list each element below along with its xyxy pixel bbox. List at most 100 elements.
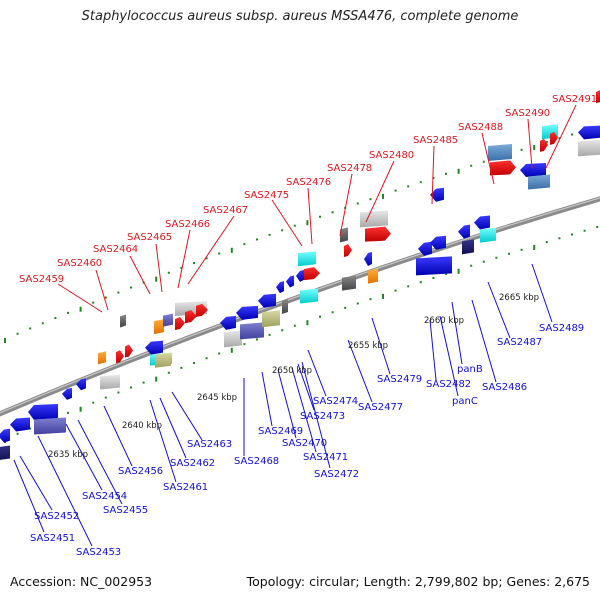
leader-forward	[481, 132, 495, 185]
gene-label-sas2490[interactable]: SAS2490	[505, 108, 550, 119]
tick-upper	[117, 291, 120, 294]
gene-label-sas2489[interactable]: SAS2489	[539, 323, 584, 334]
tick-lower	[230, 347, 233, 353]
tick-lower	[155, 376, 158, 382]
tick-lower	[356, 302, 359, 305]
gene-label-sas2469[interactable]: SAS2469	[258, 426, 303, 437]
tick-lower	[130, 386, 132, 389]
tick-lower	[218, 352, 221, 355]
gene-forward	[596, 90, 600, 104]
gene-reverse	[474, 215, 490, 230]
tick-lower	[92, 401, 95, 404]
tick-lower	[167, 371, 170, 374]
leader-reverse	[277, 369, 297, 439]
tick-lower	[29, 427, 32, 430]
gene-reverse	[520, 163, 546, 178]
tick-lower	[545, 241, 548, 244]
gene-label-sas2452[interactable]: SAS2452	[34, 511, 79, 522]
gene-reverse	[262, 310, 280, 328]
gene-label-sas2472[interactable]: SAS2472	[314, 469, 359, 480]
tick-lower	[470, 264, 473, 267]
gene-label-sas2478[interactable]: SAS2478	[327, 163, 372, 174]
gene-label-sas2455[interactable]: SAS2455	[103, 505, 148, 516]
gene-label-sas2465[interactable]: SAS2465	[127, 232, 172, 243]
gene-label-sas2486[interactable]: SAS2486	[482, 382, 527, 393]
gene-label-sas2451[interactable]: SAS2451	[30, 533, 75, 544]
gene-label-sas2488[interactable]: SAS2488	[458, 122, 503, 133]
gene-reverse	[10, 417, 30, 432]
gene-reverse	[76, 378, 86, 391]
tick-upper	[41, 322, 44, 325]
tick-lower	[256, 338, 258, 341]
gene-label-sas2463[interactable]: SAS2463	[187, 439, 232, 450]
tick-lower	[306, 320, 309, 326]
tick-upper	[281, 229, 284, 232]
gene-label-sas2470[interactable]: SAS2470	[282, 438, 327, 449]
leader-reverse	[531, 263, 553, 323]
gene-reverse	[342, 275, 356, 291]
gene-label-sas2476[interactable]: SAS2476	[286, 177, 331, 188]
tick-lower	[117, 391, 120, 394]
gene-reverse	[276, 281, 284, 294]
tick-upper	[29, 327, 32, 330]
tick-upper	[193, 262, 195, 265]
gene-label-sas2467[interactable]: SAS2467	[203, 205, 248, 216]
gene-label-sas2487[interactable]: SAS2487	[497, 337, 542, 348]
tick-upper	[4, 338, 6, 344]
gene-reverse	[300, 288, 318, 304]
gene-forward	[528, 174, 550, 190]
leader-forward	[57, 283, 103, 313]
gene-label-panc[interactable]: panC	[452, 396, 478, 407]
gene-label-sas2453[interactable]: SAS2453	[76, 547, 121, 558]
tick-upper	[356, 202, 359, 205]
tick-upper	[16, 332, 19, 335]
gene-label-sas2480[interactable]: SAS2480	[369, 150, 414, 161]
tick-upper	[218, 252, 221, 255]
gene-label-sas2461[interactable]: SAS2461	[163, 482, 208, 493]
gene-label-sas2462[interactable]: SAS2462	[170, 458, 215, 469]
gene-label-sas2485[interactable]: SAS2485	[413, 135, 458, 146]
tick-upper	[470, 164, 473, 167]
gene-label-sas2482[interactable]: SAS2482	[426, 379, 471, 390]
gene-reverse	[240, 322, 264, 340]
gene-label-sas2464[interactable]: SAS2464	[93, 244, 138, 255]
gene-label-sas2460[interactable]: SAS2460	[57, 258, 102, 269]
gene-label-sas2491[interactable]: SAS2491	[552, 94, 597, 105]
leader-forward	[271, 199, 303, 247]
gene-forward	[490, 160, 516, 176]
tick-upper	[382, 193, 384, 199]
gene-label-sas2477[interactable]: SAS2477	[358, 402, 403, 413]
tick-upper	[243, 243, 246, 246]
gene-label-sas2468[interactable]: SAS2468	[234, 456, 279, 467]
tick-upper	[520, 148, 523, 151]
tick-lower	[583, 229, 586, 232]
tick-lower	[104, 396, 107, 399]
gene-label-sas2474[interactable]: SAS2474	[313, 396, 358, 407]
tick-upper	[445, 172, 447, 175]
gene-label-sas2456[interactable]: SAS2456	[118, 466, 163, 477]
tick-upper	[419, 181, 422, 184]
gene-label-sas2475[interactable]: SAS2475	[244, 190, 289, 201]
leader-reverse	[439, 315, 459, 397]
label-leader-lines	[13, 104, 577, 547]
gene-reverse	[364, 252, 372, 267]
gene-label-panb[interactable]: panB	[457, 364, 483, 375]
gene-reverse	[480, 227, 496, 243]
tick-lower	[331, 311, 334, 314]
gene-label-sas2473[interactable]: SAS2473	[300, 411, 345, 422]
gene-reverse	[458, 224, 470, 239]
tick-upper	[205, 257, 208, 260]
tick-upper	[155, 276, 158, 282]
gene-forward	[540, 138, 548, 152]
leader-forward	[95, 269, 109, 311]
gene-label-sas2466[interactable]: SAS2466	[165, 219, 210, 230]
tick-lower	[394, 289, 397, 292]
tick-lower	[558, 237, 561, 240]
kbp-label-2655: 2655 kbp	[348, 341, 388, 351]
gene-label-sas2479[interactable]: SAS2479	[377, 374, 422, 385]
gene-forward	[578, 139, 600, 157]
gene-label-sas2459[interactable]: SAS2459	[19, 274, 64, 285]
gene-forward	[185, 310, 197, 324]
gene-label-sas2454[interactable]: SAS2454	[82, 491, 127, 502]
gene-label-sas2471[interactable]: SAS2471	[303, 452, 348, 463]
